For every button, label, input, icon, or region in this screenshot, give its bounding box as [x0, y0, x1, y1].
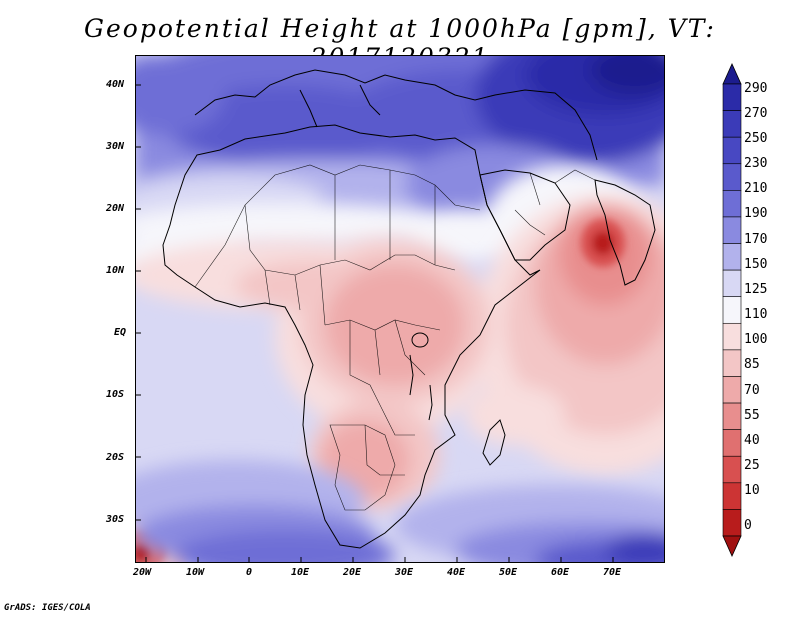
colorbar	[722, 63, 742, 557]
colorbar-swatches	[722, 63, 742, 557]
colorbar-swatch-bottom	[722, 535, 742, 557]
colorbar-swatch	[722, 509, 742, 537]
colorbar-label-150: 150	[744, 257, 768, 272]
colorbar-swatch	[722, 349, 742, 377]
colorbar-label-40: 40	[744, 433, 760, 448]
colorbar-label-270: 270	[744, 106, 768, 121]
colorbar-swatch	[722, 243, 742, 271]
lat-label-30n: 30N	[106, 141, 125, 152]
coastlines	[162, 69, 656, 549]
lat-label-20n: 20N	[106, 203, 125, 214]
lake-victoria	[411, 332, 429, 348]
colorbar-label-25: 25	[744, 458, 760, 473]
colorbar-swatch	[722, 296, 742, 324]
colorbar-swatch	[722, 110, 742, 138]
lon-label-30e: 30E	[395, 567, 414, 578]
italy-coast	[299, 89, 318, 128]
colorbar-swatch	[722, 376, 742, 404]
colorbar-label-85: 85	[744, 357, 760, 372]
lon-label-60e: 60E	[551, 567, 570, 578]
colorbar-label-230: 230	[744, 156, 768, 171]
colorbar-swatch	[722, 482, 742, 510]
lat-label-10s: 10S	[106, 389, 125, 400]
lon-label-40e: 40E	[447, 567, 466, 578]
lon-label-20e: 20E	[343, 567, 362, 578]
lat-label-eq: EQ	[114, 327, 127, 338]
madagascar-coast	[482, 419, 506, 466]
colorbar-label-210: 210	[744, 181, 768, 196]
africa-coast	[162, 124, 541, 549]
geopotential-map	[135, 55, 665, 563]
lat-label-30s: 30S	[106, 514, 125, 525]
colorbar-label-125: 125	[744, 282, 768, 297]
colorbar-label-70: 70	[744, 383, 760, 398]
colorbar-swatch	[722, 402, 742, 430]
lat-label-10n: 10N	[106, 265, 125, 276]
lat-label-20s: 20S	[106, 452, 125, 463]
lat-label-40n: 40N	[106, 79, 125, 90]
india-coast	[594, 179, 656, 286]
lon-label-10e: 10E	[291, 567, 310, 578]
europe-coast	[194, 69, 598, 161]
greece-coast	[359, 84, 381, 116]
colorbar-swatch	[722, 163, 742, 191]
country-borders	[194, 164, 596, 511]
colorbar-label-110: 110	[744, 307, 768, 322]
credit-text: GrADS: IGES/COLA	[4, 603, 91, 613]
colorbar-swatch	[722, 429, 742, 457]
colorbar-swatch	[722, 83, 742, 111]
colorbar-label-290: 290	[744, 81, 768, 96]
colorbar-swatch	[722, 190, 742, 218]
arabia-coast	[479, 169, 571, 261]
colorbar-label-100: 100	[744, 332, 768, 347]
field-blue-south	[135, 460, 665, 563]
colorbar-label-190: 190	[744, 206, 768, 221]
lon-label-20w: 20W	[133, 567, 152, 578]
lake-malawi	[428, 384, 433, 421]
lon-label-0: 0	[246, 567, 253, 578]
colorbar-label-55: 55	[744, 408, 760, 423]
map-border	[135, 55, 665, 563]
colorbar-swatch	[722, 269, 742, 298]
colorbar-label-250: 250	[744, 131, 768, 146]
colorbar-swatch	[722, 322, 742, 351]
lon-label-50e: 50E	[499, 567, 518, 578]
colorbar-label-170: 170	[744, 232, 768, 247]
map-frame	[135, 55, 665, 563]
lon-label-10w: 10W	[186, 567, 205, 578]
colorbar-swatch	[722, 136, 742, 165]
lon-label-70e: 70E	[603, 567, 622, 578]
colorbar-swatch	[722, 455, 742, 484]
field-red-tropics	[135, 195, 665, 510]
colorbar-label-10: 10	[744, 483, 760, 498]
colorbar-swatch-top	[722, 63, 742, 85]
colorbar-label-0: 0	[744, 518, 752, 533]
lake-tanganyika	[409, 354, 414, 396]
colorbar-swatch	[722, 216, 742, 244]
